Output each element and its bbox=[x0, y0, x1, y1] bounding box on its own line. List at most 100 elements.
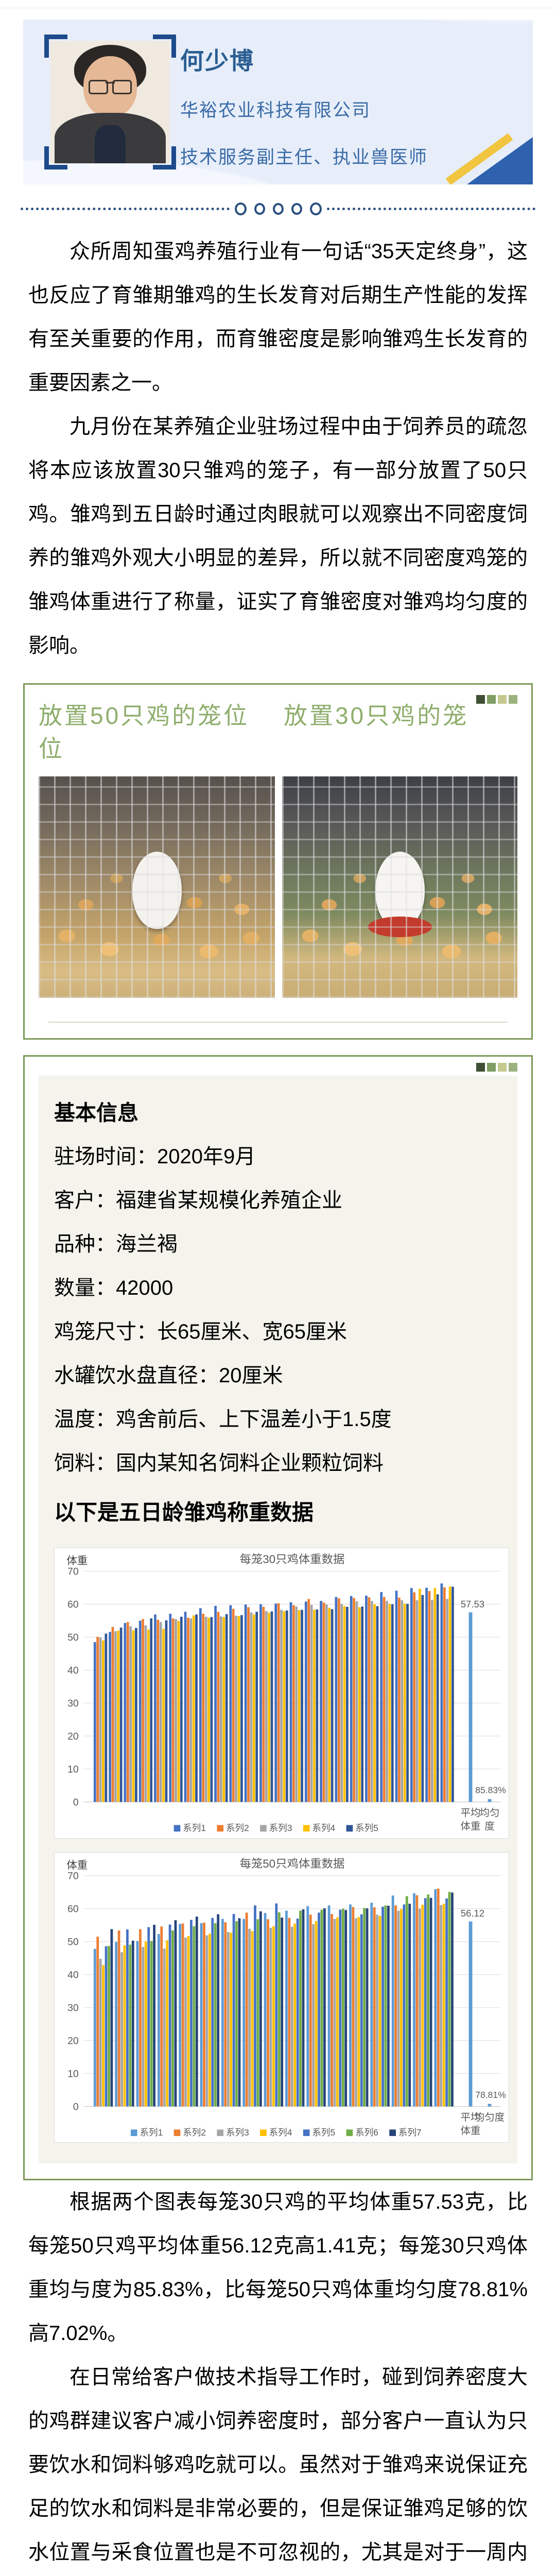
svg-text:系列1: 系列1 bbox=[183, 1823, 206, 1833]
svg-text:10: 10 bbox=[67, 2068, 79, 2079]
deco-square-icon bbox=[509, 1063, 517, 1072]
cage-with-30-chicks-photo bbox=[282, 776, 517, 998]
author-portrait-photo bbox=[50, 41, 170, 163]
photo-corner-bracket-icon bbox=[44, 35, 67, 58]
svg-text:每笼30只鸡体重数据: 每笼30只鸡体重数据 bbox=[239, 1553, 344, 1566]
svg-text:度: 度 bbox=[484, 1821, 494, 1832]
svg-text:均匀度: 均匀度 bbox=[475, 2112, 505, 2123]
svg-text:70: 70 bbox=[67, 1566, 79, 1578]
deco-square-icon bbox=[487, 695, 496, 704]
author-company: 华裕农业科技有限公司 bbox=[180, 100, 371, 121]
svg-text:70: 70 bbox=[67, 1870, 79, 1882]
svg-text:系列4: 系列4 bbox=[312, 1823, 335, 1833]
deco-square-icon bbox=[476, 1063, 485, 1072]
author-card: 何少博 华裕农业科技有限公司 技术服务副主任、执业兽医师 bbox=[23, 20, 533, 184]
svg-text:平均: 平均 bbox=[461, 2112, 481, 2123]
svg-text:系列7: 系列7 bbox=[398, 2127, 422, 2138]
info-field-quantity: 数量：42000 bbox=[54, 1277, 173, 1299]
svg-text:体重: 体重 bbox=[461, 2125, 481, 2137]
deco-square-icon bbox=[487, 1063, 496, 1072]
author-photo-frame bbox=[44, 35, 176, 170]
svg-text:体重: 体重 bbox=[66, 1859, 88, 1871]
info-field-time: 驻场时间：2020年9月 bbox=[54, 1145, 256, 1168]
author-name: 何少博 bbox=[180, 47, 254, 74]
cage-mesh-overlay bbox=[39, 776, 275, 998]
portrait-glasses bbox=[89, 80, 132, 94]
svg-text:均匀: 均匀 bbox=[480, 1807, 500, 1819]
svg-text:60: 60 bbox=[67, 1903, 79, 1914]
svg-text:系列1: 系列1 bbox=[140, 2127, 163, 2138]
basic-info-box: 基本信息 驻场时间：2020年9月 客户：福建省某规模化养殖企业 品种：海兰褐 … bbox=[23, 1055, 533, 2181]
basic-info-panel: 基本信息 驻场时间：2020年9月 客户：福建省某规模化养殖企业 品种：海兰褐 … bbox=[39, 1076, 517, 2164]
svg-text:体重: 体重 bbox=[66, 1555, 88, 1567]
svg-text:0: 0 bbox=[73, 1797, 79, 1808]
paragraph-intro: 众所周知蛋鸡养殖行业有一句话“35天定终身”，这也反应了育雏期雏鸡的生长发育对后… bbox=[28, 240, 528, 394]
page-top-hairline bbox=[0, 0, 556, 8]
deco-square-icon bbox=[498, 695, 507, 704]
svg-text:30: 30 bbox=[67, 2002, 79, 2013]
svg-text:系列2: 系列2 bbox=[226, 1823, 249, 1833]
info-field-customer: 客户：福建省某规模化养殖企业 bbox=[54, 1189, 342, 1212]
svg-text:系列3: 系列3 bbox=[269, 1823, 292, 1833]
svg-text:10: 10 bbox=[67, 1764, 79, 1775]
section-divider bbox=[21, 202, 535, 215]
author-meta: 何少博 华裕农业科技有限公司 技术服务副主任、执业兽医师 bbox=[180, 42, 428, 169]
deco-square-icon bbox=[509, 695, 517, 704]
svg-text:系列2: 系列2 bbox=[183, 2127, 206, 2138]
charts-intro-text: 以下是五日龄雏鸡称重数据 bbox=[54, 1500, 314, 1524]
cage-photos-box: 放置50只鸡的笼位 放置30只鸡的笼位 bbox=[23, 683, 533, 1040]
portrait-shirt bbox=[95, 125, 126, 163]
svg-text:56.12: 56.12 bbox=[461, 1908, 484, 1919]
svg-text:20: 20 bbox=[67, 1731, 79, 1742]
svg-text:平均: 平均 bbox=[461, 1807, 481, 1819]
basic-info-heading: 基本信息 bbox=[54, 1101, 138, 1125]
info-field-cage-size: 鸡笼尺寸：长65厘米、宽65厘米 bbox=[54, 1320, 347, 1343]
weight-chart-50-panel: 70 60 50 40 30 20 10 0 每笼50只鸡体重数据 体重 56.12 78.81% 平均… bbox=[54, 1852, 509, 2143]
weight-chart-30-panel: 70 60 50 40 30 20 10 0 每笼30只鸡体重数据 体重 57.53 85.83% 平均… bbox=[54, 1548, 509, 1839]
info-field-breed: 品种：海兰褐 bbox=[54, 1233, 178, 1256]
svg-text:50: 50 bbox=[67, 1936, 79, 1947]
svg-text:40: 40 bbox=[67, 1969, 79, 1980]
info-field-feed: 饲料：国内某知名饲料企业颗粒饲料 bbox=[54, 1452, 384, 1475]
divider-circle-icon bbox=[309, 202, 322, 215]
info-field-temperature: 温度：鸡舍前后、上下温差小于1.5度 bbox=[54, 1408, 392, 1431]
paragraph-case-background: 九月份在某养殖企业驻场过程中由于饲养员的疏忽将本应该放置30只雏鸡的笼子，有一部… bbox=[28, 415, 528, 657]
cage-photos-title: 放置50只鸡的笼位 放置30只鸡的笼位 bbox=[39, 702, 469, 762]
svg-text:每笼50只鸡体重数据: 每笼50只鸡体重数据 bbox=[239, 1857, 344, 1870]
divider-dotted-line bbox=[21, 207, 230, 210]
paragraph-guidance: 在日常给客户做技术指导工作时，碰到饲养密度大的鸡群建议客户减小饲养密度时，部分客… bbox=[28, 2366, 528, 2564]
svg-text:50: 50 bbox=[67, 1632, 79, 1643]
svg-text:30: 30 bbox=[67, 1698, 79, 1709]
svg-text:60: 60 bbox=[67, 1599, 79, 1611]
svg-text:20: 20 bbox=[67, 2035, 79, 2046]
info-field-drinker-diameter: 水罐饮水盘直径：20厘米 bbox=[54, 1364, 283, 1387]
divider-circle-icon bbox=[291, 202, 302, 215]
deco-square-icon bbox=[498, 1063, 507, 1072]
divider-circles bbox=[234, 202, 322, 215]
deco-squares bbox=[476, 695, 517, 704]
deco-square-icon bbox=[476, 695, 485, 704]
svg-text:系列4: 系列4 bbox=[269, 2127, 292, 2138]
divider-circle-icon bbox=[254, 202, 265, 215]
weight-chart-50-birds: 706050403020100每笼50只鸡体重数据体重56.1278.81%平均… bbox=[66, 1857, 506, 2138]
photo-corner-bracket-icon bbox=[153, 146, 176, 170]
svg-text:78.81%: 78.81% bbox=[475, 2090, 506, 2100]
photo-corner-bracket-icon bbox=[153, 35, 176, 58]
svg-text:57.53: 57.53 bbox=[461, 1599, 484, 1609]
author-job-title: 技术服务副主任、执业兽医师 bbox=[180, 147, 428, 167]
svg-text:85.83%: 85.83% bbox=[475, 1785, 506, 1795]
svg-text:系列5: 系列5 bbox=[312, 2127, 335, 2138]
photo-corner-bracket-icon bbox=[44, 146, 67, 170]
divider-circle-icon bbox=[234, 202, 247, 215]
svg-text:系列3: 系列3 bbox=[226, 2127, 249, 2138]
svg-text:系列6: 系列6 bbox=[355, 2127, 378, 2138]
svg-text:0: 0 bbox=[73, 2101, 79, 2112]
paragraph-results: 根据两个图表每笼30只鸡的平均体重57.53克，比每笼50只鸡平均体重56.12… bbox=[28, 2191, 528, 2345]
cage-with-50-chicks-photo bbox=[39, 776, 275, 998]
deco-squares bbox=[39, 1063, 517, 1072]
weight-chart-30-birds: 70 60 50 40 30 20 10 0 每笼30只鸡体重数据 体重 57.53 85.83% 平均… bbox=[66, 1553, 506, 1833]
divider-dotted-line bbox=[326, 207, 535, 210]
divider-circle-icon bbox=[272, 202, 284, 215]
photo-box-divider-line bbox=[48, 1022, 508, 1023]
svg-text:40: 40 bbox=[67, 1665, 79, 1676]
